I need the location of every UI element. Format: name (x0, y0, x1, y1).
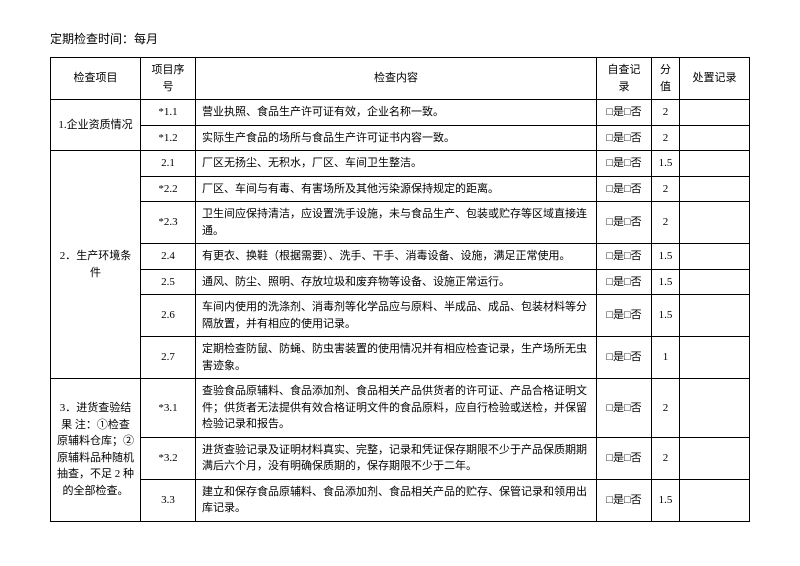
cell-seq: *2.3 (141, 202, 196, 244)
col-header-self: 自查记录 (597, 58, 652, 100)
cell-content: 厂区、车间与有毒、有害场所及其他污染源保持规定的距离。 (196, 176, 597, 202)
table-row: 2.7 定期检查防鼠、防蝇、防虫害装置的使用情况并有相应检查记录，生产场所无虫害… (51, 337, 750, 379)
cell-content: 实际生产食品的场所与食品生产许可证书内容一致。 (196, 125, 597, 151)
cell-score: 2 (652, 125, 680, 151)
cell-score: 2 (652, 202, 680, 244)
cell-seq: 3.3 (141, 479, 196, 521)
cell-disposal (680, 176, 750, 202)
table-row: 2.6 车间内使用的洗涤剂、消毒剂等化学品应与原料、半成品、成品、包装材料等分隔… (51, 295, 750, 337)
cell-self: □是□否 (597, 295, 652, 337)
cell-seq: *2.2 (141, 176, 196, 202)
col-header-disposal: 处置记录 (680, 58, 750, 100)
cell-score: 1 (652, 337, 680, 379)
table-row: 2．生产环境条件 2.1 厂区无扬尘、无积水，厂区、车间卫生整洁。 □是□否 1… (51, 151, 750, 177)
cell-seq: 2.4 (141, 244, 196, 270)
cell-score: 1.5 (652, 151, 680, 177)
table-row: 3.3 建立和保存食品原辅料、食品添加剂、食品相关产品的贮存、保管记录和领用出库… (51, 479, 750, 521)
cell-content: 定期检查防鼠、防蝇、防虫害装置的使用情况并有相应检查记录，生产场所无虫害迹象。 (196, 337, 597, 379)
cell-self: □是□否 (597, 269, 652, 295)
cell-disposal (680, 379, 750, 438)
col-header-seq: 项目序号 (141, 58, 196, 100)
cell-disposal (680, 437, 750, 479)
table-row: *1.2 实际生产食品的场所与食品生产许可证书内容一致。 □是□否 2 (51, 125, 750, 151)
cell-score: 2 (652, 379, 680, 438)
table-header-row: 检查项目 项目序号 检查内容 自查记录 分值 处置记录 (51, 58, 750, 100)
col-header-content: 检查内容 (196, 58, 597, 100)
page-header: 定期检查时间：每月 (50, 30, 750, 47)
col-header-score: 分值 (652, 58, 680, 100)
section-name: 2．生产环境条件 (51, 151, 141, 379)
cell-score: 1.5 (652, 269, 680, 295)
cell-content: 有更衣、换鞋（根据需要）、洗手、干手、消毒设备、设施，满足正常使用。 (196, 244, 597, 270)
cell-content: 建立和保存食品原辅料、食品添加剂、食品相关产品的贮存、保管记录和领用出库记录。 (196, 479, 597, 521)
cell-content: 营业执照、食品生产许可证有效，企业名称一致。 (196, 100, 597, 126)
cell-score: 2 (652, 100, 680, 126)
col-header-project: 检查项目 (51, 58, 141, 100)
section-name: 1.企业资质情况 (51, 100, 141, 151)
cell-score: 1.5 (652, 295, 680, 337)
table-row: *2.2 厂区、车间与有毒、有害场所及其他污染源保持规定的距离。 □是□否 2 (51, 176, 750, 202)
cell-disposal (680, 244, 750, 270)
table-row: 2.5 通风、防尘、照明、存放垃圾和废弃物等设备、设施正常运行。 □是□否 1.… (51, 269, 750, 295)
cell-content: 车间内使用的洗涤剂、消毒剂等化学品应与原料、半成品、成品、包装材料等分隔放置，并… (196, 295, 597, 337)
cell-score: 1.5 (652, 479, 680, 521)
cell-self: □是□否 (597, 151, 652, 177)
cell-seq: *3.1 (141, 379, 196, 438)
table-row: 1.企业资质情况 *1.1 营业执照、食品生产许可证有效，企业名称一致。 □是□… (51, 100, 750, 126)
inspection-table: 检查项目 项目序号 检查内容 自查记录 分值 处置记录 1.企业资质情况 *1.… (50, 57, 750, 522)
cell-score: 1.5 (652, 244, 680, 270)
cell-content: 通风、防尘、照明、存放垃圾和废弃物等设备、设施正常运行。 (196, 269, 597, 295)
cell-seq: *1.2 (141, 125, 196, 151)
cell-disposal (680, 151, 750, 177)
cell-disposal (680, 202, 750, 244)
cell-self: □是□否 (597, 379, 652, 438)
cell-self: □是□否 (597, 125, 652, 151)
cell-self: □是□否 (597, 337, 652, 379)
table-row: *3.2 进货查验记录及证明材料真实、完整，记录和凭证保存期限不少于产品保质期期… (51, 437, 750, 479)
cell-self: □是□否 (597, 479, 652, 521)
table-row: *2.3 卫生间应保持清洁，应设置洗手设施，未与食品生产、包装或贮存等区域直接连… (51, 202, 750, 244)
cell-content: 进货查验记录及证明材料真实、完整，记录和凭证保存期限不少于产品保质期期满后六个月… (196, 437, 597, 479)
cell-score: 2 (652, 437, 680, 479)
cell-self: □是□否 (597, 437, 652, 479)
cell-self: □是□否 (597, 176, 652, 202)
table-row: 3．进货查验结果 注：①检查原辅料仓库；②原辅料品种随机抽查，不足 2 种的全部… (51, 379, 750, 438)
cell-disposal (680, 269, 750, 295)
cell-seq: 2.7 (141, 337, 196, 379)
cell-disposal (680, 337, 750, 379)
cell-seq: 2.6 (141, 295, 196, 337)
table-row: 2.4 有更衣、换鞋（根据需要）、洗手、干手、消毒设备、设施，满足正常使用。 □… (51, 244, 750, 270)
cell-disposal (680, 125, 750, 151)
cell-seq: *1.1 (141, 100, 196, 126)
cell-content: 厂区无扬尘、无积水，厂区、车间卫生整洁。 (196, 151, 597, 177)
cell-self: □是□否 (597, 244, 652, 270)
cell-disposal (680, 295, 750, 337)
cell-content: 查验食品原辅料、食品添加剂、食品相关产品供货者的许可证、产品合格证明文件；供货者… (196, 379, 597, 438)
cell-self: □是□否 (597, 100, 652, 126)
cell-content: 卫生间应保持清洁，应设置洗手设施，未与食品生产、包装或贮存等区域直接连通。 (196, 202, 597, 244)
cell-self: □是□否 (597, 202, 652, 244)
cell-score: 2 (652, 176, 680, 202)
cell-seq: 2.1 (141, 151, 196, 177)
cell-seq: 2.5 (141, 269, 196, 295)
cell-disposal (680, 479, 750, 521)
section-name: 3．进货查验结果 注：①检查原辅料仓库；②原辅料品种随机抽查，不足 2 种的全部… (51, 379, 141, 522)
cell-disposal (680, 100, 750, 126)
cell-seq: *3.2 (141, 437, 196, 479)
